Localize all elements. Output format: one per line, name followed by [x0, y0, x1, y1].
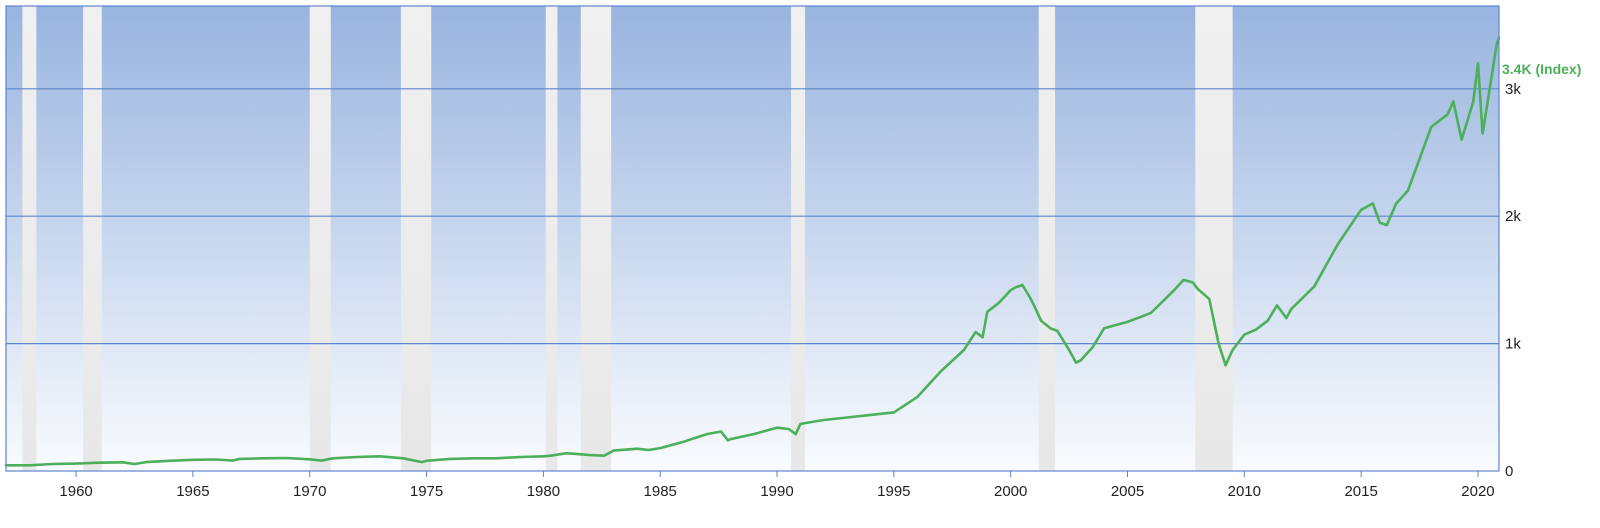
- gridlines: [6, 88, 1499, 345]
- y-tick-label: 2k: [1505, 208, 1521, 225]
- recession-bands: [22, 6, 1233, 471]
- x-tick-label: 1995: [877, 483, 910, 500]
- last-value-label: 3.4K (Index): [1502, 61, 1581, 77]
- recession-band: [580, 6, 612, 471]
- recession-band: [1195, 6, 1233, 471]
- series-line: [4, 36, 1501, 467]
- x-tick-label: 2000: [994, 483, 1027, 500]
- x-tick-label: 1975: [410, 483, 443, 500]
- series-layer: [4, 36, 1501, 467]
- y-tick-label: 0: [1505, 463, 1513, 480]
- x-axis: 1960 1965 1970 1975 1980 1985 1990 1995 2000 2005…: [59, 471, 1495, 500]
- x-tick-label: 1980: [527, 483, 560, 500]
- x-tick-label: 1985: [644, 483, 677, 500]
- recession-band: [22, 6, 37, 471]
- y-axis: 0 1k 2k 3k: [1505, 81, 1521, 480]
- x-tick-label: 2010: [1228, 483, 1261, 500]
- x-tick-label: 2015: [1344, 483, 1377, 500]
- recession-band: [545, 6, 558, 471]
- recession-band: [400, 6, 432, 471]
- recession-band: [83, 6, 102, 471]
- y-tick-label: 3k: [1505, 81, 1521, 98]
- recession-band: [791, 6, 806, 471]
- recession-band: [309, 6, 331, 471]
- x-tick-label: 1960: [59, 483, 92, 500]
- recession-band: [1038, 6, 1056, 471]
- plot-background: [6, 6, 1499, 471]
- x-tick-label: 2005: [1111, 483, 1144, 500]
- x-tick-label: 1970: [293, 483, 326, 500]
- plot-border: [5, 5, 1500, 472]
- x-tick-label: 1990: [760, 483, 793, 500]
- x-tick-label: 1965: [176, 483, 209, 500]
- x-tick-label: 2020: [1461, 483, 1494, 500]
- y-tick-label: 1k: [1505, 336, 1521, 353]
